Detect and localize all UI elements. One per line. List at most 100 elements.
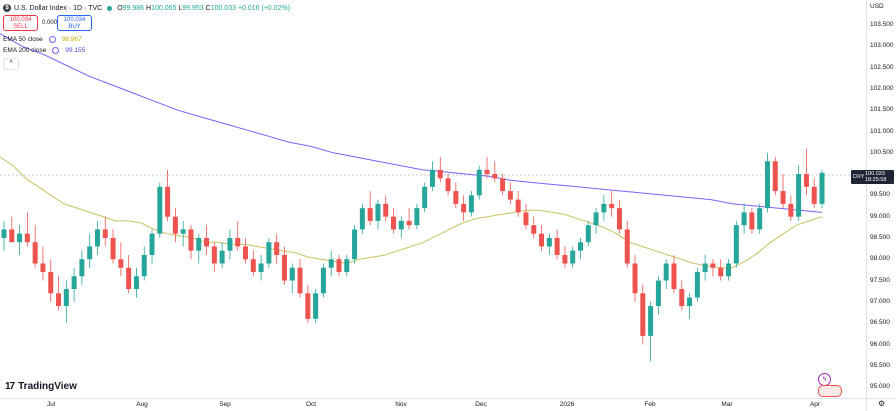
price-tick: 103.000: [870, 42, 894, 50]
price-tick: 95.500: [870, 361, 890, 369]
candle: [679, 280, 685, 311]
collapse-legend-button[interactable]: ^: [3, 58, 19, 70]
candle: [772, 157, 778, 196]
eye-icon[interactable]: [48, 36, 56, 43]
candle: [554, 229, 560, 260]
price-tick: 99.000: [870, 212, 890, 220]
candle: [157, 182, 163, 238]
candle: [141, 246, 147, 281]
candle: [250, 250, 256, 277]
axis-corner: ⚙: [866, 398, 896, 411]
candle: [694, 267, 700, 302]
candle: [546, 233, 552, 255]
candle: [281, 246, 287, 285]
tradingview-logo[interactable]: 17 TradingView: [5, 381, 77, 392]
candle: [118, 242, 124, 277]
eye-icon[interactable]: [52, 47, 60, 54]
candle: [718, 259, 724, 281]
candle: [819, 169, 825, 209]
symbol-title[interactable]: U.S. Dollar Index · 1D · TVC: [14, 4, 103, 12]
candle: [749, 208, 755, 234]
candle: [648, 301, 654, 362]
time-axis[interactable]: Jul Aug Sep Oct Nov Dec 2026 Feb Mar Apr: [0, 398, 866, 411]
price-tick: 97.000: [870, 297, 890, 305]
candle: [313, 289, 319, 324]
price-tick: 95.000: [870, 383, 890, 391]
candles-group: [1, 148, 825, 362]
price-tick: 102.500: [870, 63, 894, 71]
candle: [328, 250, 334, 277]
ema200-line: [0, 33, 823, 213]
gear-icon[interactable]: ⚙: [878, 399, 886, 408]
candle: [196, 233, 202, 264]
candle: [764, 152, 770, 213]
candle: [601, 195, 607, 221]
candle: [741, 203, 747, 234]
candle: [274, 233, 280, 264]
price-axis[interactable]: USD 103.500 103.000 102.500 102.000 101.500 1…: [866, 0, 896, 398]
candle: [461, 195, 467, 221]
events-badge[interactable]: [818, 385, 842, 397]
currency-label[interactable]: USD: [870, 3, 884, 10]
price-tick: 101.000: [870, 127, 894, 135]
ema200-legend[interactable]: EMA 200 close 99.155: [3, 47, 85, 54]
candle: [803, 148, 809, 196]
candle: [297, 259, 303, 298]
candle: [391, 208, 397, 234]
candle: [562, 246, 568, 268]
candlestick-chart[interactable]: [0, 0, 866, 398]
candle: [9, 216, 15, 243]
candle: [48, 259, 54, 302]
candle: [17, 225, 23, 255]
ema200-line-group: [0, 33, 823, 213]
time-tick: Jul: [46, 401, 56, 408]
candle: [624, 220, 630, 268]
candle: [320, 263, 326, 298]
time-tick: Aug: [136, 401, 148, 408]
candle: [352, 225, 358, 264]
candle: [796, 165, 802, 221]
candle: [305, 284, 311, 324]
candle: [126, 254, 132, 294]
buy-button[interactable]: 100.034 BUY: [57, 15, 92, 31]
spread-value: 0.000: [42, 20, 58, 26]
candle: [515, 191, 521, 217]
candle: [492, 161, 498, 183]
price-tick: 102.000: [870, 84, 894, 92]
tradingview-logo-text: TradingView: [18, 381, 77, 392]
ema200-label: EMA 200 close: [3, 47, 47, 54]
candle: [585, 220, 591, 247]
candle: [204, 225, 210, 255]
candle: [63, 280, 69, 324]
candle: [476, 165, 482, 200]
time-tick: 2026: [559, 401, 575, 408]
price-tick: 100.500: [870, 148, 894, 156]
candle: [219, 242, 225, 268]
candle: [726, 259, 732, 281]
candle: [359, 203, 365, 234]
symbol-legend[interactable]: $ U.S. Dollar Index · 1D · TVC O99.986 H…: [3, 2, 290, 14]
ema50-legend[interactable]: EMA 50 close 98.967: [3, 36, 82, 43]
sell-button[interactable]: 100.034 SELL: [3, 15, 38, 31]
candle: [336, 254, 342, 277]
time-tick: Oct: [305, 401, 317, 408]
candle: [640, 284, 646, 345]
candle: [616, 199, 622, 234]
candle: [539, 225, 545, 251]
candle: [663, 259, 669, 290]
candle: [258, 254, 264, 281]
ema50-value: 98.967: [61, 36, 82, 43]
candle: [811, 178, 817, 209]
price-tick: 101.500: [870, 106, 894, 114]
candle: [437, 157, 443, 183]
candle: [609, 191, 615, 217]
price-tick: 103.500: [870, 21, 894, 28]
candle: [445, 174, 451, 196]
candle: [235, 220, 241, 251]
tradingview-logo-mark: 17: [5, 381, 15, 392]
candle: [87, 233, 93, 268]
candle: [56, 276, 62, 311]
price-tick: 96.000: [870, 340, 890, 348]
candle: [165, 169, 171, 221]
candle: [757, 203, 763, 234]
